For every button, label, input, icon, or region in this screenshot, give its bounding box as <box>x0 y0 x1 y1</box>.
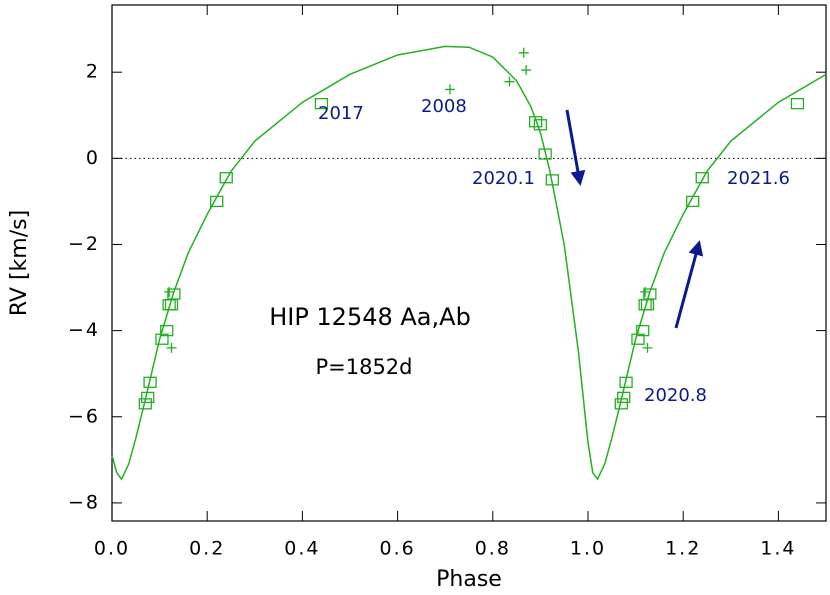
data-plus <box>166 342 177 353</box>
data-square <box>314 97 329 110</box>
x-axis-label: Phase <box>436 567 502 592</box>
x-tick-label: 0.8 <box>475 538 511 560</box>
data-square <box>141 391 155 404</box>
x-tick-label: 0.2 <box>189 538 225 560</box>
data-square <box>686 195 700 208</box>
data-square <box>619 376 633 388</box>
annotation: 2008 <box>421 96 467 117</box>
data-plus <box>518 47 529 58</box>
data-square <box>164 299 179 311</box>
data-square <box>614 398 628 410</box>
annotation: P=1852d <box>315 355 412 379</box>
data-plus <box>504 76 515 87</box>
data-square <box>160 324 174 337</box>
data-square <box>643 288 657 300</box>
y-tick-label: −2 <box>68 233 100 255</box>
data-square <box>636 324 650 337</box>
x-tick-label: 0.6 <box>379 538 415 560</box>
data-square <box>143 376 157 388</box>
data-plus <box>640 286 651 297</box>
x-tick-label: 0.4 <box>284 538 320 560</box>
data-square <box>210 195 224 208</box>
data-square <box>533 119 548 131</box>
annotation: 2020.1 <box>472 168 535 189</box>
data-square <box>528 116 543 128</box>
data-square <box>138 398 152 410</box>
data-square <box>545 174 559 186</box>
y-tick-label: −4 <box>68 319 100 341</box>
y-tick-label: 2 <box>86 61 100 83</box>
x-tick-label: 1.0 <box>570 538 606 560</box>
y-tick-label: 0 <box>86 147 100 169</box>
x-tick-label: 0.0 <box>94 538 130 560</box>
data-square <box>631 333 645 345</box>
data-square <box>790 97 805 110</box>
y-tick-label: −6 <box>68 405 100 427</box>
y-axis-label: RV [km/s] <box>7 210 32 316</box>
annotation: 2021.6 <box>727 168 790 189</box>
data-square <box>155 333 169 345</box>
data-square <box>617 391 631 404</box>
data-square <box>219 172 233 184</box>
plot-frame <box>111 4 827 522</box>
y-tick-label: −8 <box>68 491 100 513</box>
fit-curve <box>111 45 827 481</box>
data-square <box>167 288 181 300</box>
arrow <box>565 109 586 186</box>
annotation: 2017 <box>318 103 364 124</box>
data-plus <box>444 84 455 95</box>
annotation: 2020.8 <box>644 385 707 406</box>
annotation: HIP 12548 Aa,Ab <box>269 303 471 331</box>
data-square <box>538 148 552 160</box>
data-plus <box>164 286 175 297</box>
x-tick-label: 1.2 <box>665 538 701 560</box>
data-plus <box>521 65 532 76</box>
x-tick-label: 1.4 <box>760 538 796 560</box>
arrow <box>674 240 704 329</box>
data-square <box>695 172 709 184</box>
data-plus <box>642 342 653 353</box>
data-square <box>640 299 655 311</box>
